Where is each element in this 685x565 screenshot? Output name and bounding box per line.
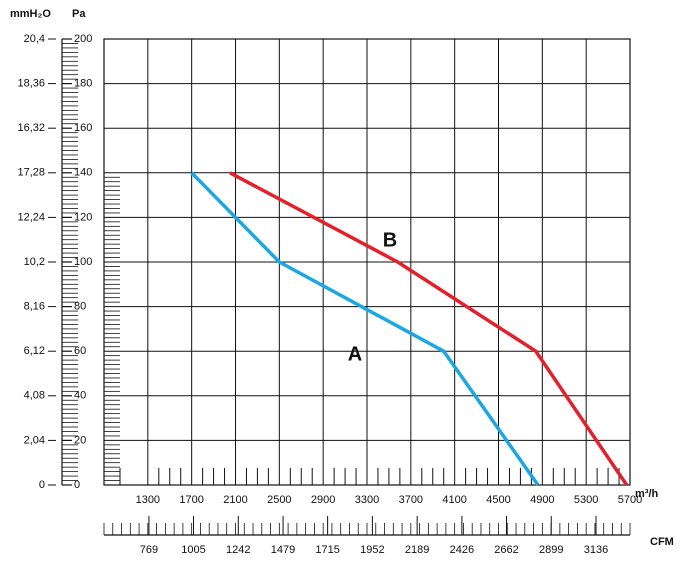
y2-tick-label: 12,24	[17, 211, 45, 223]
x2-tick-label: 2426	[450, 544, 474, 556]
x-tick-label: 5300	[574, 494, 598, 506]
x2-tick-label: 2899	[539, 544, 563, 556]
y-tick-label: 100	[74, 256, 92, 268]
x-tick-label: 1700	[179, 494, 203, 506]
y-tick-label: 120	[74, 211, 92, 223]
x-tick-label: 4900	[530, 494, 554, 506]
x-tick-label: 3700	[399, 494, 423, 506]
y-tick-label: 200	[74, 33, 92, 45]
x-tick-label: 2100	[223, 494, 247, 506]
y-tick-label: 60	[74, 345, 86, 357]
x2-tick-label: 2189	[405, 544, 429, 556]
x2-tick-label: 2662	[494, 544, 518, 556]
x-tick-label: 1300	[136, 494, 160, 506]
series-line	[229, 171, 629, 486]
x2-tick-label: 1715	[315, 544, 339, 556]
series-line	[190, 171, 540, 487]
x2-tick-label: 1242	[226, 544, 250, 556]
y-tick-label: 80	[74, 301, 86, 313]
y-tick-label: 0	[74, 479, 80, 491]
y-tick-label: 180	[74, 78, 92, 90]
x-tick-label: 5700	[618, 494, 642, 506]
y2-tick-label: 0	[39, 479, 45, 491]
y2-tick-label: 10,2	[24, 256, 45, 268]
x-axis-label: m³/h	[635, 488, 659, 500]
y-axis-label: Pa	[72, 8, 86, 20]
x-tick-label: 2500	[267, 494, 291, 506]
y2-tick-label: 2,04	[24, 434, 45, 446]
y2-tick-label: 17,28	[17, 167, 45, 179]
y2-axis-label: mmH₂O	[10, 8, 51, 20]
x-tick-label: 3300	[355, 494, 379, 506]
x-tick-label: 4500	[486, 494, 510, 506]
x2-tick-label: 3136	[584, 544, 608, 556]
x2-axis-label: CFM	[650, 536, 674, 548]
y-tick-label: 160	[74, 122, 92, 134]
series-label: A	[348, 343, 362, 365]
y2-tick-label: 16,32	[17, 122, 45, 134]
x-tick-label: 2900	[311, 494, 335, 506]
x2-tick-label: 1479	[271, 544, 295, 556]
y2-tick-label: 20,4	[24, 33, 45, 45]
x-tick-label: 4100	[442, 494, 466, 506]
y2-tick-label: 6,12	[24, 345, 45, 357]
y2-tick-label: 18,36	[17, 78, 45, 90]
x2-tick-label: 1005	[181, 544, 205, 556]
y-tick-label: 40	[74, 390, 86, 402]
y2-tick-label: 4,08	[24, 390, 45, 402]
y-tick-label: 140	[74, 167, 92, 179]
x2-tick-label: 1952	[360, 544, 384, 556]
y-tick-label: 20	[74, 434, 86, 446]
y2-tick-label: 8,16	[24, 301, 45, 313]
series-label: B	[383, 229, 397, 251]
x2-tick-label: 769	[140, 544, 158, 556]
